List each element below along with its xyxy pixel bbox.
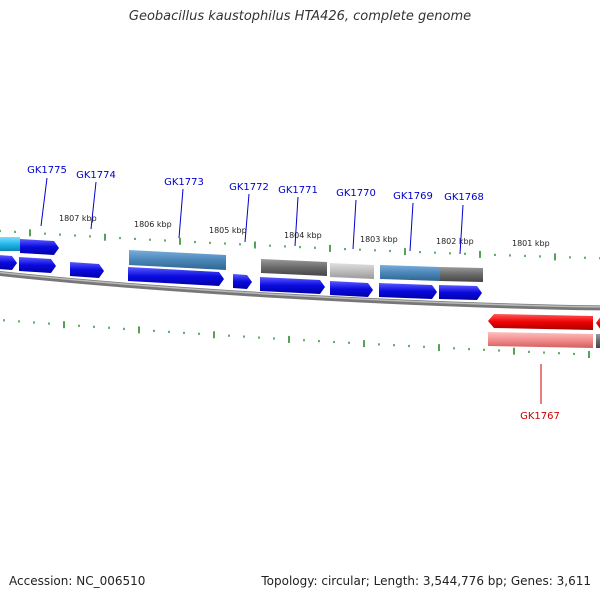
gene-feature-gk1771[interactable]: [261, 259, 327, 276]
scale-label-1803: 1803 kbp: [360, 235, 398, 244]
cds-arrow-gk1771[interactable]: [260, 277, 325, 294]
gene-feature-gk1775[interactable]: [0, 237, 20, 251]
scale-label-1806: 1806 kbp: [134, 220, 172, 229]
gene-label-gk1769[interactable]: GK1769: [393, 191, 433, 202]
gene-label-gk1771[interactable]: GK1771: [278, 185, 318, 196]
gene-feature-gk1769[interactable]: [380, 265, 440, 281]
gene-feature-gk1768[interactable]: [440, 267, 483, 282]
leader-line-gk1775: [40, 177, 48, 227]
leader-line-gk1774: [90, 181, 97, 230]
cds-arrow-gk1774a[interactable]: [19, 257, 56, 273]
cds-arrow-gk1775[interactable]: [20, 239, 59, 255]
cds-arrow-next-reverse[interactable]: [596, 316, 600, 330]
genome-summary-text: Topology: circular; Length: 3,544,776 bp…: [261, 574, 591, 588]
scale-label-1807: 1807 kbp: [59, 214, 97, 223]
accession-text: Accession: NC_006510: [9, 574, 146, 588]
cds-arrow-gk1769[interactable]: [379, 283, 437, 299]
gene-label-gk1774[interactable]: GK1774: [76, 170, 116, 181]
scale-label-1801: 1801 kbp: [512, 239, 550, 248]
cds-track-forward: [0, 239, 482, 300]
cds-arrow-gk1767[interactable]: [488, 314, 593, 330]
cds-arrow-left-edge[interactable]: [0, 255, 17, 270]
gene-label-gk1775[interactable]: GK1775: [27, 165, 67, 176]
cds-arrow-gk1768[interactable]: [439, 285, 482, 300]
cds-arrow-gk1770[interactable]: [330, 281, 373, 297]
leader-line-gk1771: [294, 196, 299, 247]
scale-label-1802: 1802 kbp: [436, 237, 474, 246]
leader-line-gk1773: [178, 188, 184, 239]
gene-feature-gk1773[interactable]: [129, 250, 226, 270]
leader-line-gk1770: [352, 199, 357, 250]
gene-label-gk1768[interactable]: GK1768: [444, 192, 484, 203]
page-title: Geobacillus kaustophilus HTA426, complet…: [128, 9, 472, 24]
leader-line-gk1772: [244, 193, 250, 243]
gene-track: [0, 237, 483, 282]
scale-ticks-lower: [3, 319, 590, 358]
scale-ticks-upper: [0, 229, 600, 261]
leader-line-gk1769: [409, 202, 414, 252]
scale-label-1805: 1805 kbp: [209, 226, 247, 235]
gene-label-gk1767[interactable]: GK1767: [520, 411, 560, 422]
gene-label-gk1773[interactable]: GK1773: [164, 177, 204, 188]
gene-feature-gk1770[interactable]: [330, 263, 374, 279]
gene-label-gk1770[interactable]: GK1770: [336, 188, 376, 199]
gene-feature-gk1767[interactable]: [488, 332, 593, 348]
genome-backbone: [0, 271, 600, 311]
gene-label-gk1772[interactable]: GK1772: [229, 182, 269, 193]
genome-backbone-highlight: [0, 271, 600, 308]
leader-line-gk1768: [459, 204, 464, 255]
gene-feature-next-reverse[interactable]: [596, 334, 600, 348]
cds-arrow-gk1772[interactable]: [233, 274, 252, 289]
cds-arrow-gk1774b[interactable]: [70, 262, 104, 278]
cds-track-reverse: [488, 314, 600, 348]
cds-arrow-gk1773[interactable]: [128, 267, 224, 286]
scale-label-1804: 1804 kbp: [284, 231, 322, 240]
